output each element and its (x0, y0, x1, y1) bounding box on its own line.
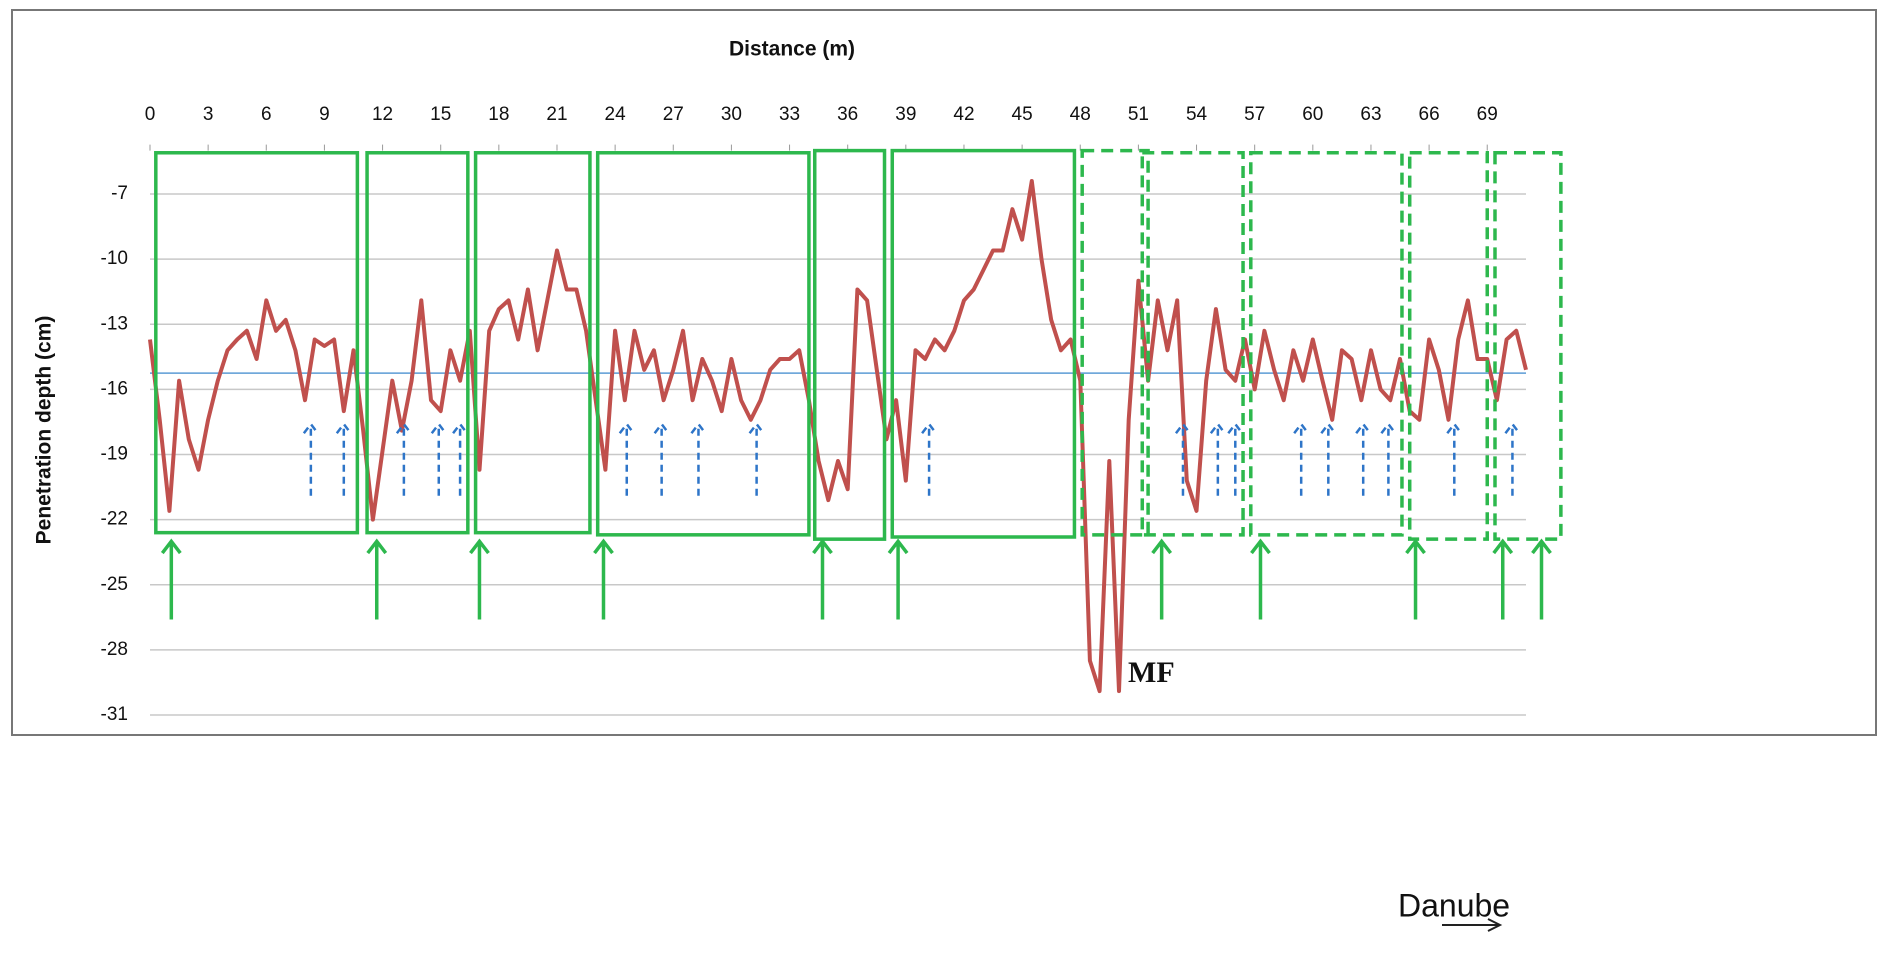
segment-box (1080, 148, 1150, 537)
green-arrow (469, 538, 490, 620)
y-tick-label: -16 (101, 378, 128, 399)
x-tick-label: 54 (1186, 104, 1208, 125)
blue-arrow (1320, 422, 1337, 496)
blue-arrow (1355, 422, 1372, 496)
segment-box (1249, 151, 1404, 537)
x-axis-title: Distance (m) (729, 38, 855, 61)
blue-arrow (1227, 422, 1244, 496)
blue-arrow (618, 422, 635, 496)
segment-box (1493, 151, 1563, 541)
segment-box (812, 148, 887, 541)
y-tick-label: -28 (101, 639, 128, 660)
y-tick-label: -31 (101, 704, 128, 725)
x-tick-label: 24 (605, 104, 627, 125)
green-arrow (1151, 538, 1173, 620)
segment-box (365, 151, 470, 535)
blue-arrow (921, 422, 938, 496)
data-line (148, 179, 1528, 694)
blue-arrow (1293, 422, 1310, 496)
x-tick-label: 48 (1070, 104, 1091, 125)
x-tick-label: 33 (779, 104, 800, 125)
x-tick-label: 45 (1012, 104, 1033, 125)
annotation: MF (1128, 656, 1175, 689)
x-tick-label: 66 (1419, 104, 1440, 125)
y-axis-title: Penetration depth (cm) (33, 316, 56, 545)
x-tick-label: 6 (261, 104, 272, 125)
y-tick-label: -25 (101, 574, 128, 595)
x-tick-label: 21 (546, 104, 567, 125)
blue-arrow (430, 422, 447, 496)
x-tick-label: 3 (203, 104, 214, 125)
x-tick-label: 12 (372, 104, 393, 125)
green-arrow (812, 538, 833, 620)
green-arrow (366, 538, 388, 620)
x-tick-label: 27 (663, 104, 684, 125)
segment-box (595, 151, 811, 537)
blue-arrow (335, 422, 352, 496)
x-tick-label: 15 (430, 104, 451, 125)
x-tick-label: 30 (721, 104, 742, 125)
x-tick-label: 9 (319, 104, 330, 125)
blue-arrow (1380, 422, 1397, 496)
blue-arrow (1504, 422, 1521, 496)
chart-frame (11, 9, 1877, 736)
blue-arrow (690, 422, 707, 496)
blue-arrow (653, 422, 670, 496)
segment-box (1140, 151, 1245, 537)
x-tick-label: 51 (1128, 104, 1149, 125)
blue-arrow (1174, 422, 1191, 496)
segment-box (154, 151, 360, 535)
blue-arrow (395, 422, 412, 496)
x-tick-label: 69 (1477, 104, 1498, 125)
x-tick-label: 0 (145, 104, 156, 125)
segment-box (1407, 151, 1489, 541)
x-tick-label: 42 (953, 104, 974, 125)
green-arrow (160, 538, 182, 620)
green-arrow (1492, 538, 1514, 620)
y-tick-label: -13 (101, 313, 128, 334)
segment-box (473, 151, 592, 535)
blue-arrow (302, 422, 319, 496)
blue-arrow (1209, 422, 1226, 496)
x-tick-label: 60 (1302, 104, 1323, 125)
x-tick-label: 63 (1360, 104, 1381, 125)
y-tick-label: -7 (111, 183, 128, 204)
x-tick-label: 57 (1244, 104, 1265, 125)
blue-arrow (748, 422, 765, 496)
x-tick-label: 39 (895, 104, 916, 125)
green-arrow (887, 538, 909, 620)
y-tick-label: -10 (101, 248, 128, 269)
green-arrow (593, 538, 614, 620)
x-tick-label: 18 (488, 104, 509, 125)
flow-arrow (1442, 918, 1503, 932)
green-arrow (1250, 538, 1271, 620)
green-arrow (1405, 538, 1426, 620)
y-tick-label: -22 (101, 509, 128, 530)
green-arrow (1531, 538, 1552, 620)
x-tick-label: 36 (837, 104, 858, 125)
segment-box (890, 148, 1077, 539)
blue-arrow (1446, 422, 1463, 496)
y-tick-label: -19 (101, 444, 128, 465)
blue-arrow (452, 422, 469, 496)
flow-label: Danube (1398, 887, 1510, 923)
